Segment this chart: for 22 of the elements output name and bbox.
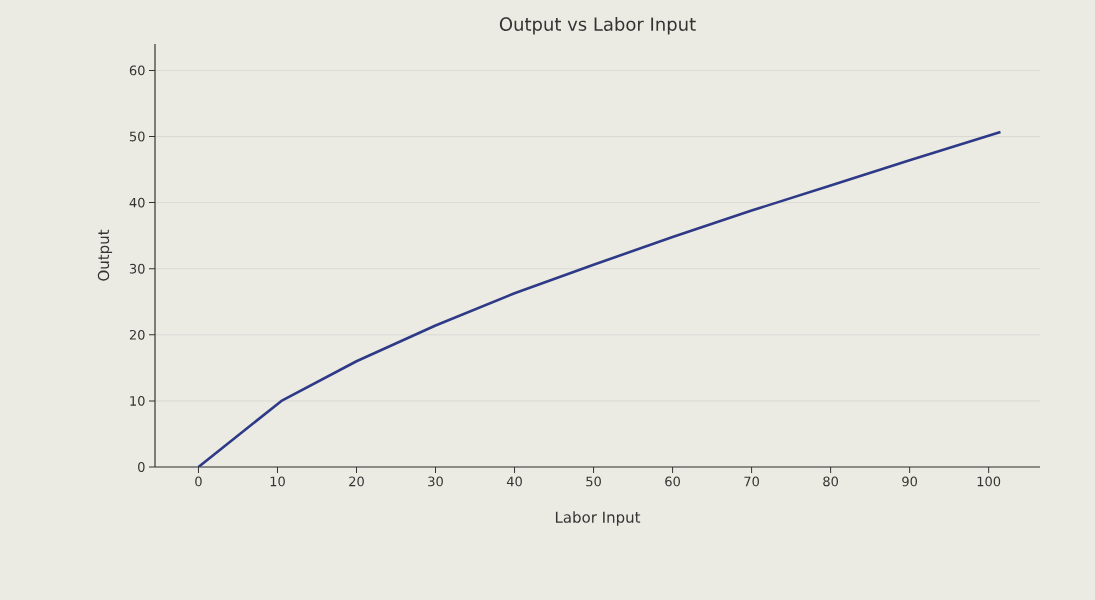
y-tick-label: 20 [129, 329, 145, 340]
y-tick-label: 60 [129, 65, 145, 76]
x-tick-label: 40 [506, 476, 522, 487]
x-tick-label: 60 [665, 476, 680, 487]
y-tick-label: 50 [129, 131, 145, 142]
x-tick-label: 90 [902, 476, 918, 487]
y-tick-label: 0 [138, 462, 145, 472]
x-tick-label: 50 [586, 476, 601, 487]
x-tick-label: 20 [349, 476, 364, 487]
y-tick-label: 10 [130, 395, 145, 406]
line-series [197, 130, 1002, 467]
x-tick-label: 80 [823, 476, 839, 487]
y-tick-label: 40 [129, 197, 145, 208]
x-tick-label: 0 [195, 476, 202, 487]
x-tick-label: 30 [428, 476, 443, 487]
x-tick-label: 100 [977, 476, 1001, 487]
y-tick-label: 30 [129, 263, 145, 274]
x-axis-title: Labor Input [555, 511, 641, 526]
chart-title: Output vs Labor Input [499, 17, 696, 35]
x-tick-label: 10 [270, 476, 285, 487]
x-tick-label: 70 [744, 476, 759, 487]
y-axis-title: Output [97, 229, 113, 281]
